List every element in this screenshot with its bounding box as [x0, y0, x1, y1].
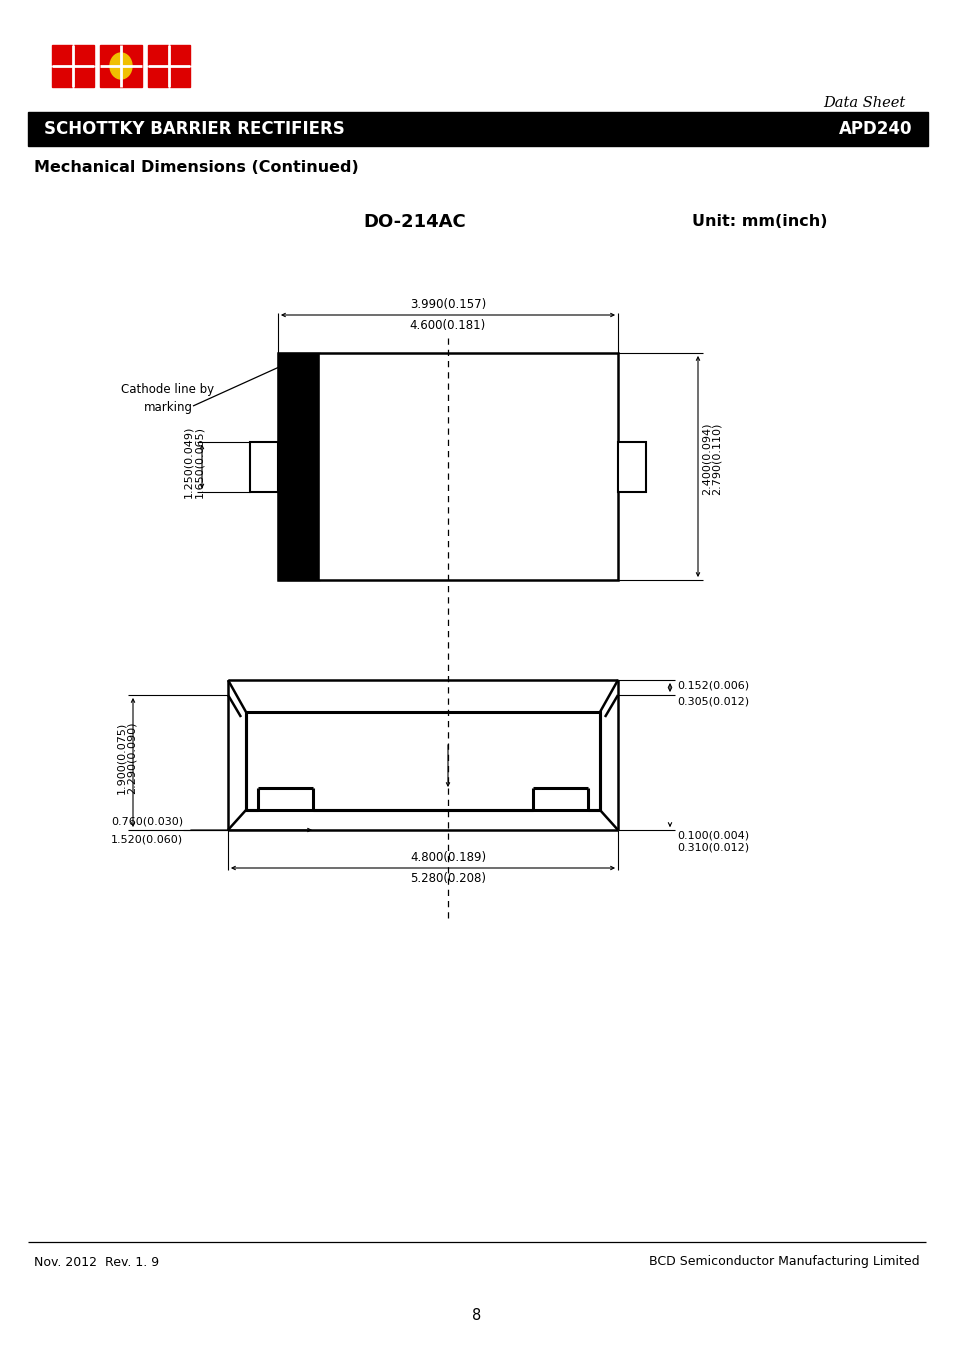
Text: DO-214AC: DO-214AC: [363, 213, 466, 231]
Bar: [148, 45, 168, 65]
Text: APD240: APD240: [838, 120, 911, 138]
Text: 1.900(0.075): 1.900(0.075): [116, 721, 126, 793]
Bar: [250, 442, 277, 492]
Text: 1.250(0.049): 1.250(0.049): [183, 426, 193, 497]
Text: 4.800(0.189): 4.800(0.189): [410, 851, 485, 865]
Text: 1.650(0.065): 1.650(0.065): [193, 426, 204, 497]
Text: Mechanical Dimensions (Continued): Mechanical Dimensions (Continued): [34, 161, 358, 176]
Bar: [170, 45, 190, 65]
Bar: [170, 68, 190, 86]
Bar: [100, 45, 142, 86]
Bar: [277, 353, 319, 580]
Bar: [52, 68, 71, 86]
Text: 0.152(0.006): 0.152(0.006): [677, 681, 748, 690]
Bar: [246, 712, 599, 811]
Text: 2.290(0.090): 2.290(0.090): [127, 721, 137, 794]
Text: BCD Semiconductor Manufacturing Limited: BCD Semiconductor Manufacturing Limited: [649, 1255, 919, 1269]
Text: 0.760(0.030): 0.760(0.030): [111, 817, 183, 827]
Text: 0.310(0.012): 0.310(0.012): [677, 842, 748, 852]
Bar: [74, 68, 94, 86]
Text: 2.400(0.094): 2.400(0.094): [701, 423, 711, 494]
Text: 0.100(0.004): 0.100(0.004): [677, 831, 748, 842]
Text: Nov. 2012  Rev. 1. 9: Nov. 2012 Rev. 1. 9: [34, 1255, 159, 1269]
Bar: [74, 45, 94, 65]
Bar: [28, 112, 927, 146]
Text: 4.600(0.181): 4.600(0.181): [410, 319, 486, 332]
Text: 8: 8: [472, 1308, 481, 1323]
Text: 5.280(0.208): 5.280(0.208): [410, 871, 485, 885]
Text: 2.790(0.110): 2.790(0.110): [711, 423, 721, 494]
Text: 0.305(0.012): 0.305(0.012): [677, 696, 748, 707]
Bar: [148, 68, 168, 86]
Text: 1.520(0.060): 1.520(0.060): [111, 835, 183, 844]
Bar: [52, 45, 71, 65]
Bar: [277, 353, 618, 580]
Text: Data Sheet: Data Sheet: [821, 96, 904, 109]
Text: Unit: mm(inch): Unit: mm(inch): [692, 215, 827, 230]
Ellipse shape: [110, 53, 132, 78]
Bar: [618, 442, 645, 492]
Text: Cathode line by
marking: Cathode line by marking: [121, 382, 214, 413]
Text: 3.990(0.157): 3.990(0.157): [410, 299, 486, 311]
Bar: [319, 353, 618, 580]
Text: SCHOTTKY BARRIER RECTIFIERS: SCHOTTKY BARRIER RECTIFIERS: [44, 120, 344, 138]
